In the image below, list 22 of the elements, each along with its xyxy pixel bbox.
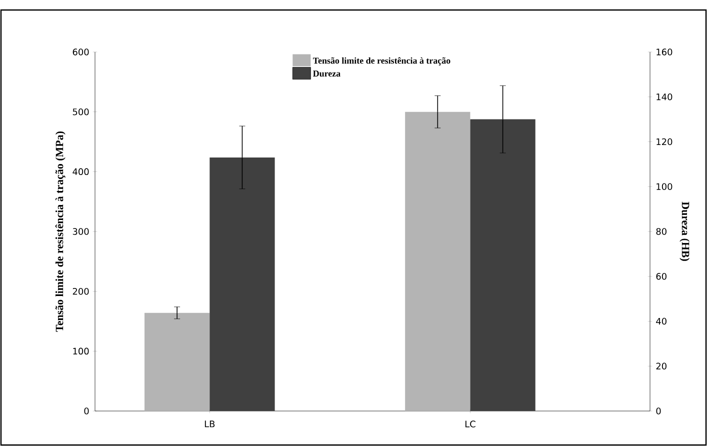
- y2-tick-label: 40: [656, 318, 666, 325]
- y2-tick-label: 60: [656, 272, 666, 280]
- y2-tick-label: 160: [656, 48, 672, 56]
- y-tick-label: 600: [72, 48, 89, 56]
- y2-tick-label: 20: [656, 362, 666, 370]
- y2-axis-title: Dureza (HB): [680, 202, 690, 261]
- y2-tick-label: 100: [656, 183, 672, 190]
- y2-tick-label: 0: [656, 408, 661, 414]
- y2-tick-label: 80: [656, 228, 666, 235]
- y2-tick-label: 120: [656, 138, 672, 146]
- y-tick-label: 500: [72, 108, 89, 116]
- y2-tick-label: 140: [656, 93, 672, 100]
- y-tick-label: 200: [72, 288, 89, 295]
- legend-label: Dureza: [313, 70, 340, 77]
- x-tick-label: LC: [465, 420, 476, 428]
- y-axis-title: Tensão limite de resistência à tração (MPa): [55, 132, 66, 332]
- legend-label: Tensão limite de resistência à tração: [312, 57, 450, 66]
- y-tick-label: 0: [84, 408, 89, 414]
- x-tick-label: LB: [204, 420, 215, 428]
- y-tick-label: 100: [73, 348, 89, 355]
- y-tick-label: 400: [72, 168, 89, 176]
- y-tick-label: 300: [72, 228, 89, 235]
